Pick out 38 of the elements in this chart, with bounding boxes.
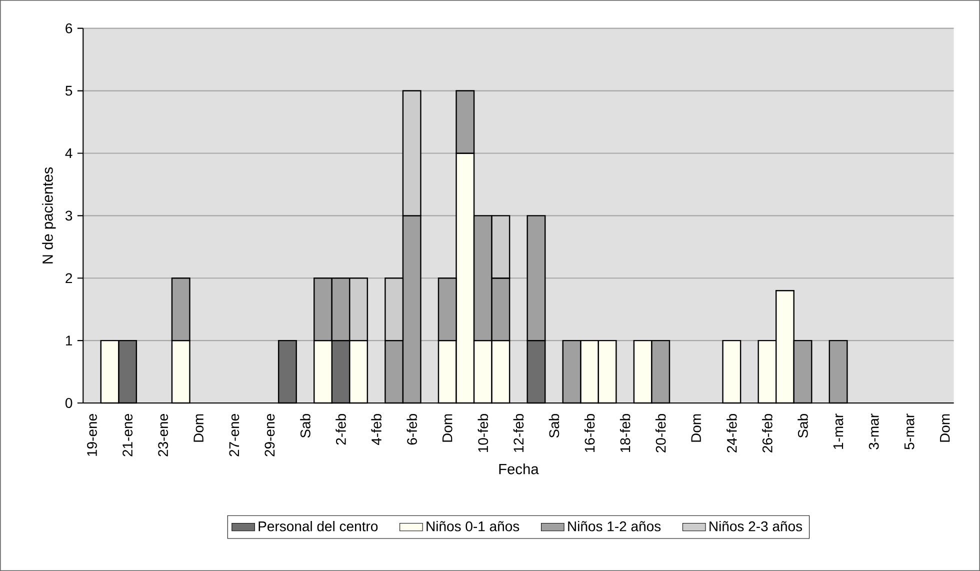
legend-label: Personal del centro <box>258 521 378 532</box>
x-tick-label: 26-feb <box>762 414 772 452</box>
x-tick-label: 23-ene <box>158 414 168 456</box>
x-tick-label: 3-mar <box>868 414 879 450</box>
x-tick-label: Sab <box>798 414 808 438</box>
x-tick-label: Dom <box>691 414 702 442</box>
x-tick-label: 4-feb <box>371 414 382 445</box>
y-tick-label: 3 <box>65 210 72 221</box>
y-tick-label: 0 <box>65 398 72 408</box>
x-tick-label: Sab <box>300 414 310 438</box>
x-tick-label: 29-ene <box>264 414 275 456</box>
y-tick-label: 6 <box>66 23 72 34</box>
x-tick-label: 10-feb <box>478 414 488 452</box>
y-tick-label: 5 <box>65 86 72 96</box>
x-tick-label: 20-feb <box>655 414 666 452</box>
legend-label: Niños 0-1 años <box>426 521 520 532</box>
legend-label: Niños 2-3 años <box>710 521 802 532</box>
x-tick-label: 19-ene <box>87 414 97 456</box>
x-tick-label: 24-feb <box>726 414 737 452</box>
x-tick-label: Dom <box>940 414 950 442</box>
y-tick-label: 2 <box>66 273 72 283</box>
legend-label: Niños 1-2 años <box>568 521 661 532</box>
x-tick-label: 5-mar <box>904 414 914 450</box>
y-tick-label: 1 <box>66 336 72 346</box>
y-axis-title: N de pacientes <box>42 167 56 264</box>
x-axis-title: Fecha <box>499 463 539 474</box>
x-tick-label: Dom <box>442 414 452 442</box>
y-tick-label: 4 <box>65 148 72 158</box>
x-tick-label: Dom <box>194 414 204 442</box>
x-tick-label: 12-feb <box>513 414 524 452</box>
x-tick-label: 2-feb <box>336 414 346 445</box>
x-tick-label: Sab <box>548 414 560 438</box>
x-tick-label: 6-feb <box>406 414 417 445</box>
x-tick-label: 1-mar <box>833 414 844 449</box>
x-tick-label: 21-ene <box>122 414 133 456</box>
x-tick-label: 27-ene <box>229 414 240 456</box>
x-tick-label: 16-feb <box>584 414 595 452</box>
x-tick-label: 18-feb <box>620 414 630 452</box>
